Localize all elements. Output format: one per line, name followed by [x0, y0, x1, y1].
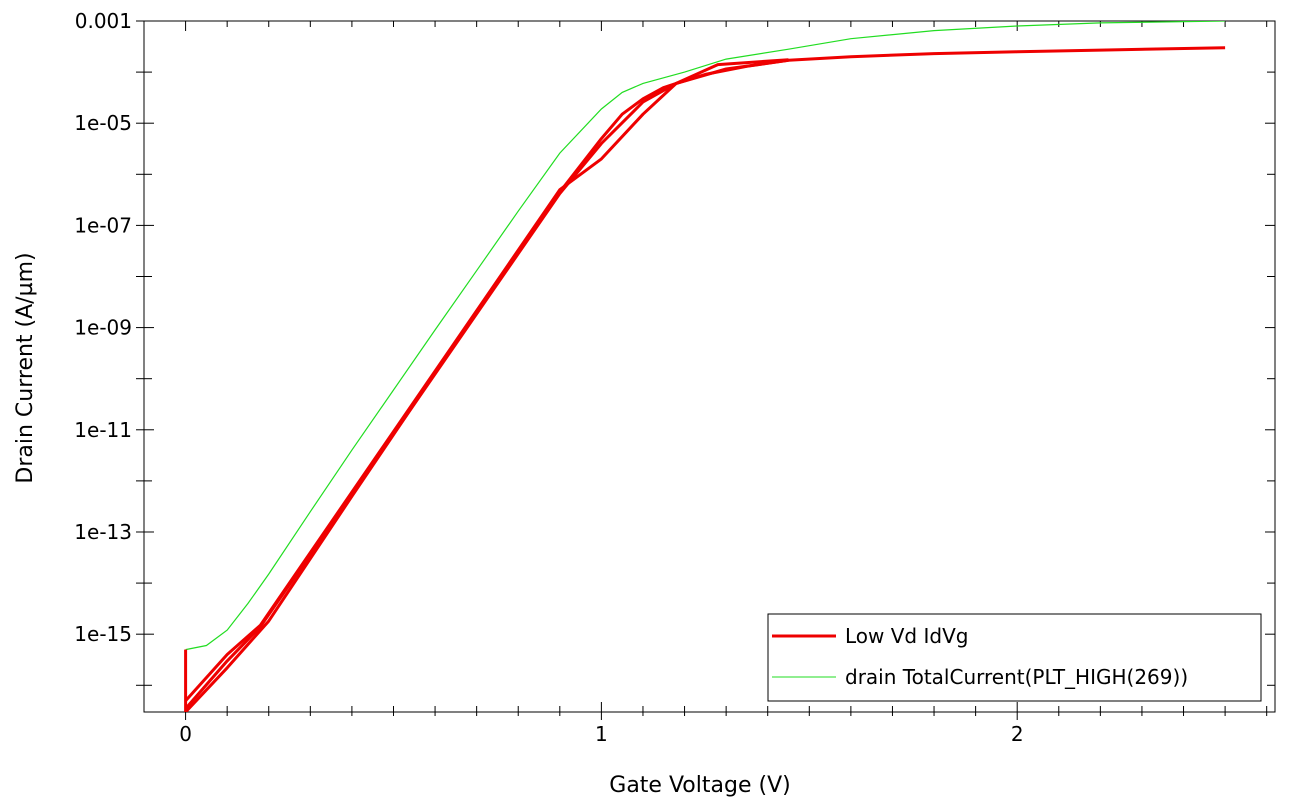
legend-box: [767, 613, 1262, 702]
x-tick-label: 1: [595, 722, 608, 746]
x-axis-title: Gate Voltage (V): [609, 773, 790, 798]
x-tick-label: 0: [179, 722, 192, 746]
y-tick-label: 1e-11: [74, 418, 132, 442]
x-tick-labels: 0 1 2: [179, 722, 1023, 746]
y-tick-label: 1e-15: [74, 622, 132, 646]
series-line-low-vd-idvg-2: [184, 58, 789, 702]
series-line-low-vd-idvg-1: [184, 46, 1226, 712]
x-tick-label: 2: [1011, 722, 1024, 746]
legend-label-drain-total: drain TotalCurrent(PLT_HIGH(269)): [845, 665, 1188, 689]
axis-ticks: [136, 20, 1275, 720]
plot-area-frame: [143, 20, 1276, 713]
y-tick-labels: 0.001 1e-05 1e-07 1e-09 1e-11 1e-13 1e-15: [74, 9, 132, 646]
y-tick-label: 1e-09: [74, 316, 132, 340]
y-axis-title: Drain Current (A/µm): [13, 252, 38, 483]
series-line-drain-total-current: [185, 21, 1226, 651]
y-tick-label: 0.001: [75, 9, 132, 33]
y-tick-label: 1e-05: [74, 111, 132, 135]
series-layer: [184, 21, 1226, 712]
legend-label-low-vd: Low Vd IdVg: [845, 624, 968, 648]
legend: Low Vd IdVg drain TotalCurrent(PLT_HIGH(…: [767, 613, 1262, 702]
y-tick-label: 1e-13: [74, 520, 132, 544]
series-line-low-vd-idvg-3: [184, 58, 789, 710]
y-tick-label: 1e-07: [74, 213, 132, 237]
